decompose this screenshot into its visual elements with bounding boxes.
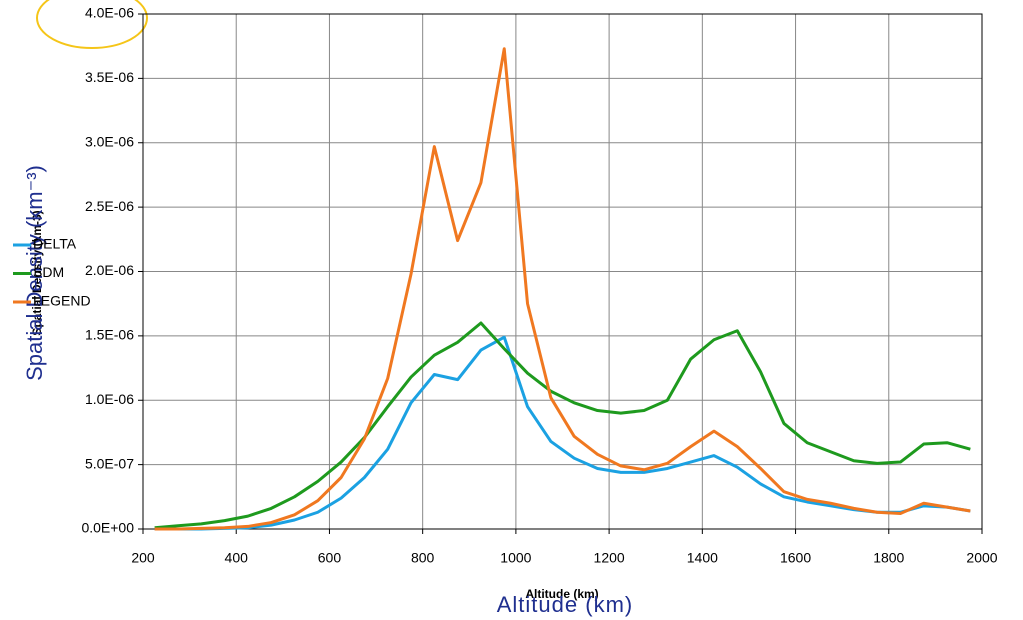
series-line [154, 335, 971, 531]
series-line [154, 47, 971, 531]
x-tick-label: 800 [411, 550, 435, 566]
y-tick-label: 0.0E+00 [81, 520, 134, 536]
y-tick-label: 1.5E-06 [85, 327, 134, 343]
y-tick-label: 3.5E-06 [85, 69, 134, 85]
x-tick-label: 200 [131, 550, 155, 566]
y-tick-label: 1.0E-06 [85, 391, 134, 407]
y-tick-label: 2.5E-06 [85, 198, 134, 214]
legend-label: DELTA [33, 236, 77, 252]
x-tick-label: 1200 [594, 550, 625, 566]
highlight-circle [36, 0, 148, 49]
x-axis-label-large: Altitude (km) [497, 592, 633, 617]
y-tick-label: 5.0E-07 [85, 455, 134, 471]
x-tick-label: 600 [318, 550, 342, 566]
y-tick-label: 3.0E-06 [85, 133, 134, 149]
x-tick-label: 1800 [873, 550, 904, 566]
series-line [154, 321, 971, 530]
x-tick-label: 2000 [966, 550, 997, 566]
x-tick-label: 1400 [687, 550, 718, 566]
y-tick-label: 2.0E-06 [85, 262, 134, 278]
plot-border [142, 13, 983, 530]
y-axis-label: Spatial Density (km-3) [30, 210, 44, 335]
x-tick-label: 400 [225, 550, 249, 566]
x-axis-label: Altitude (km) [525, 587, 598, 601]
y-tick-label: 4.0E-06 [85, 5, 134, 21]
x-tick-label: 1600 [780, 550, 811, 566]
legend-label: LEGEND [33, 293, 91, 309]
legend-label: SDM [33, 264, 64, 280]
x-tick-label: 1000 [500, 550, 531, 566]
